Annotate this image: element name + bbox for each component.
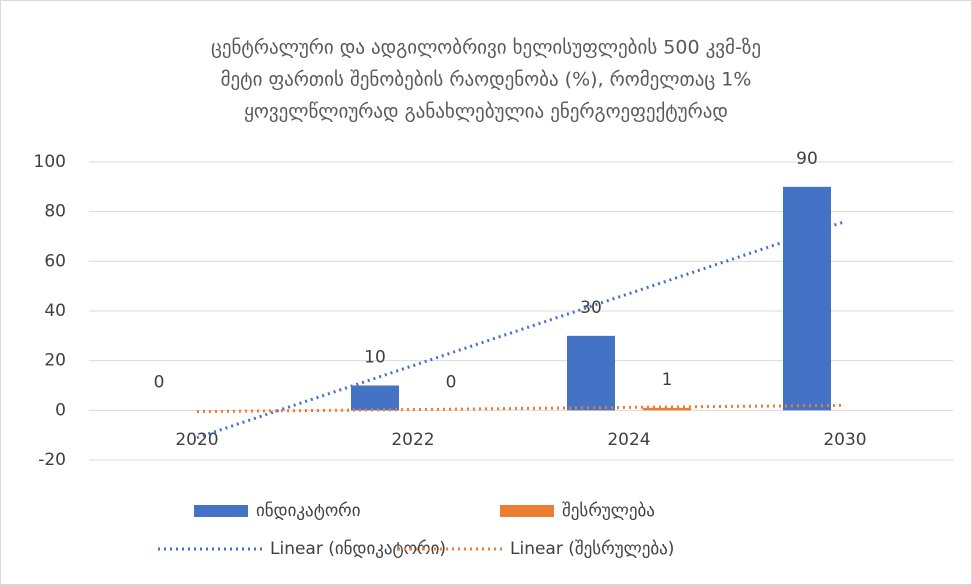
chart-title: მეტი ფართის შენობების რაოდენობა (%), რომ… bbox=[221, 69, 752, 91]
legend-swatch bbox=[500, 505, 554, 517]
y-tick-label: 0 bbox=[55, 400, 66, 420]
legend-label: Linear (შესრულება) bbox=[510, 539, 674, 559]
legend-label: შესრულება bbox=[562, 501, 655, 521]
data-label: 0 bbox=[154, 372, 165, 392]
y-tick-label: -20 bbox=[38, 450, 66, 470]
legend-label: Linear (ინდიკატორი) bbox=[270, 539, 446, 559]
data-label: 10 bbox=[364, 348, 386, 368]
y-tick-label: 40 bbox=[44, 301, 66, 321]
y-tick-label: 80 bbox=[44, 202, 66, 222]
data-label: 90 bbox=[796, 149, 818, 169]
trendline bbox=[196, 403, 846, 414]
y-tick-label: 60 bbox=[44, 251, 66, 271]
data-label: 0 bbox=[446, 372, 457, 392]
chart-title: ყოველწლიურად განახლებულია ენერგოეფექტურა… bbox=[244, 101, 728, 123]
x-tick-label: 2030 bbox=[823, 430, 866, 450]
y-tick-label: 20 bbox=[44, 351, 66, 371]
legend-swatch bbox=[194, 505, 248, 517]
y-tick-label: 100 bbox=[34, 152, 66, 172]
x-tick-label: 2024 bbox=[607, 430, 650, 450]
chart-title: ცენტრალური და ადგილობრივი ხელისუფლების 5… bbox=[211, 37, 761, 59]
legend-label: ინდიკატორი bbox=[256, 501, 361, 521]
bar bbox=[783, 186, 831, 411]
bar bbox=[643, 407, 691, 411]
bar bbox=[351, 385, 399, 411]
data-label: 1 bbox=[662, 370, 673, 390]
x-tick-label: 2022 bbox=[391, 430, 434, 450]
x-tick-label: 2020 bbox=[175, 430, 218, 450]
bar bbox=[567, 335, 615, 411]
